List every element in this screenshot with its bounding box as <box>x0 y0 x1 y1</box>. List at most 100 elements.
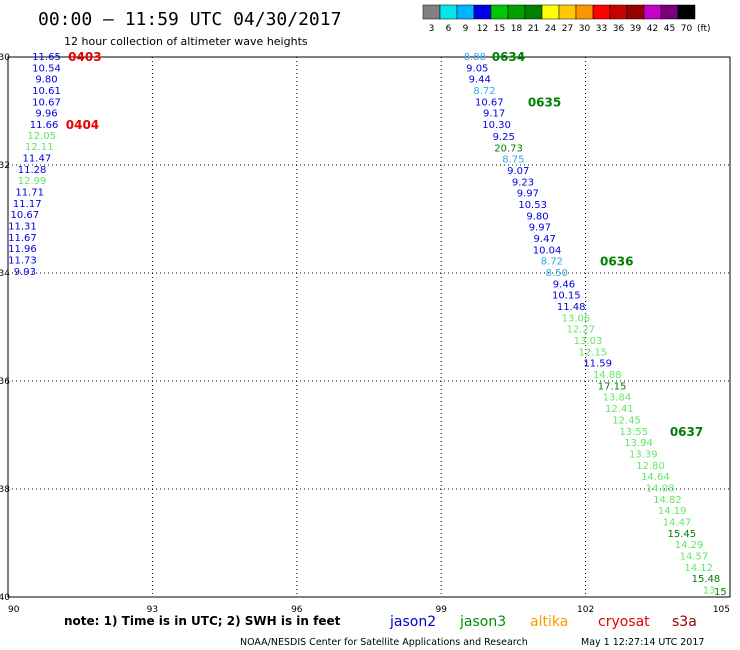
swh-value-label: 9.96 <box>35 109 57 120</box>
footer-credit: NOAA/NESDIS Center for Satellite Applica… <box>240 637 528 648</box>
swh-value-label: 9.80 <box>526 211 548 222</box>
scale-swatch <box>473 4 492 20</box>
swh-value-label: 8.88 <box>464 52 486 63</box>
swh-value-label: 15 <box>714 587 727 598</box>
swh-value-label: 9.07 <box>507 166 529 177</box>
time-label: 0404 <box>66 118 99 132</box>
swh-value-label: 14.64 <box>641 472 670 483</box>
swh-value-label: 11.71 <box>15 188 44 199</box>
swh-value-label: 13.55 <box>619 427 648 438</box>
scale-label: 6 <box>446 24 452 34</box>
swh-value-label: 11.31 <box>8 222 37 233</box>
swh-value-label: 9.97 <box>529 223 551 234</box>
scale-swatch <box>660 4 679 20</box>
scale-label: 15 <box>494 24 505 34</box>
scale-swatch <box>524 4 543 20</box>
footer-timestamp: May 1 12:27:14 UTC 2017 <box>581 637 704 648</box>
scale-swatch <box>541 4 560 20</box>
swh-value-label: 10.67 <box>11 210 40 221</box>
swh-value-label: 11.48 <box>557 302 586 313</box>
swh-value-label: 12.11 <box>25 142 54 153</box>
time-label: 0403 <box>68 50 101 64</box>
scale-unit: (ft) <box>697 24 711 34</box>
time-label: 0635 <box>528 95 561 109</box>
x-tick-label: 105 <box>713 605 730 615</box>
swh-value-label: 17.15 <box>598 381 627 392</box>
swh-value-label: 14.57 <box>680 552 709 563</box>
swh-value-label: 9.93 <box>14 267 36 278</box>
scale-label: 9 <box>463 24 469 34</box>
scale-label: 27 <box>562 24 573 34</box>
axis-ticks: 90 93 96 99 102 105 -30 -32 -34 -36 -38 -40 <box>0 53 730 615</box>
swh-value-label: 20.73 <box>494 143 523 154</box>
legend-jason3: jason3 <box>459 614 506 630</box>
plot-frame <box>7 56 731 598</box>
y-tick-label: -30 <box>0 53 10 63</box>
legend-cryosat: cryosat <box>598 614 650 630</box>
swh-value-label: 10.04 <box>533 245 562 256</box>
scale-label: 45 <box>664 24 675 34</box>
y-tick-label: -34 <box>0 269 10 279</box>
chart-subtitle: 12 hour collection of altimeter wave hei… <box>64 35 308 48</box>
scale-label: 42 <box>647 24 658 34</box>
scale-swatch <box>626 4 645 20</box>
swh-value-label: 12.41 <box>605 404 634 415</box>
swh-value-label: 9.25 <box>493 132 515 143</box>
swh-value-label: 14.47 <box>663 517 692 528</box>
x-tick-label: 96 <box>291 605 303 615</box>
swh-value-label: 9.23 <box>512 177 534 188</box>
swh-value-label: 14.08 <box>646 483 675 494</box>
swh-value-label: 11.59 <box>583 359 612 370</box>
swh-value-label: 13. <box>703 586 719 597</box>
scale-swatch <box>456 4 475 20</box>
legend-jason2: jason2 <box>389 614 436 630</box>
scale-swatch <box>609 4 628 20</box>
time-label: 0634 <box>492 50 525 64</box>
swh-value-label: 10.15 <box>552 291 581 302</box>
legend-s3a: s3a <box>672 614 697 630</box>
swh-value-label: 10.54 <box>32 63 61 74</box>
scale-label: 3 <box>429 24 435 34</box>
swh-value-label: 13.84 <box>603 393 632 404</box>
scale-swatch <box>490 4 509 20</box>
time-label: 0636 <box>600 255 633 269</box>
swh-value-label: 14.29 <box>675 540 704 551</box>
time-labels: 0403 0404 0634 0635 0636 0637 <box>66 50 703 439</box>
scale-label: 70 <box>681 24 693 34</box>
swh-value-label: 15.45 <box>668 529 697 540</box>
color-scale-legend: 3 6 9 12 15 18 21 24 27 30 33 36 39 42 45 70 (ft) <box>422 4 711 34</box>
scale-label: 21 <box>528 24 539 34</box>
swh-value-label: 11.73 <box>8 256 37 267</box>
swh-value-label: 9.97 <box>517 189 539 200</box>
swh-value-label: 10.61 <box>32 86 61 97</box>
scale-swatch <box>575 4 594 20</box>
footer-note: note: 1) Time is in UTC; 2) SWH is in fe… <box>64 614 341 628</box>
y-tick-label: -36 <box>0 377 10 387</box>
swh-value-label: 10.30 <box>482 120 511 131</box>
x-tick-label: 99 <box>435 605 447 615</box>
swh-value-label: 10.53 <box>518 200 547 211</box>
time-label: 0637 <box>670 425 703 439</box>
scale-swatch <box>558 4 577 20</box>
scale-label: 18 <box>511 24 523 34</box>
swh-value-label: 12.45 <box>612 415 641 426</box>
scale-swatch <box>643 4 662 20</box>
swh-value-label: 14.19 <box>658 506 687 517</box>
swh-value-label: 9.46 <box>553 279 575 290</box>
y-tick-label: -40 <box>0 593 10 603</box>
swh-value-label: 9.80 <box>35 75 57 86</box>
swh-value-label: 9.17 <box>483 109 505 120</box>
scale-swatch <box>422 4 441 20</box>
legend-altika: altika <box>530 614 568 630</box>
swh-value-label: 10.67 <box>32 97 61 108</box>
swh-value-label: 8.50 <box>546 268 568 279</box>
swh-value-label: 8.72 <box>541 257 563 268</box>
grid-lines <box>8 57 730 597</box>
swh-value-label: 10.67 <box>475 97 504 108</box>
swh-value-label: 12.05 <box>27 131 56 142</box>
swh-value-label: 8.75 <box>502 155 524 166</box>
scale-swatch <box>439 4 458 20</box>
swh-value-label: 11.96 <box>8 244 37 255</box>
scale-label: 39 <box>630 24 642 34</box>
